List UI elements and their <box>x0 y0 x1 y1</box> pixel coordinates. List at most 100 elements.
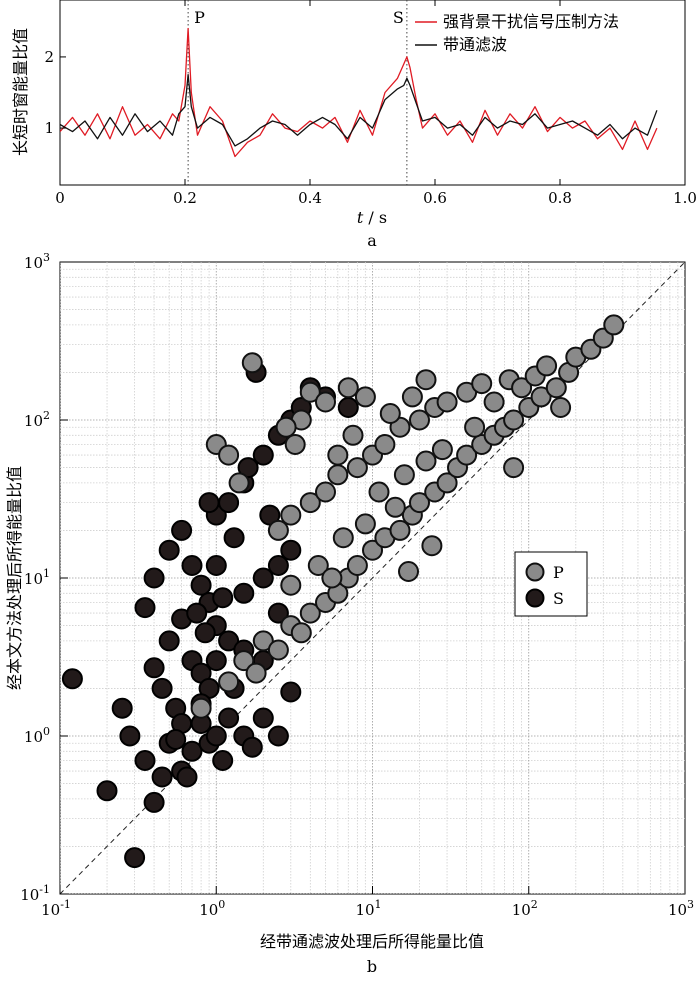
tick-exponent: 3 <box>43 251 50 264</box>
point-S <box>267 555 289 576</box>
point-P <box>401 386 423 408</box>
tick-base: 10 <box>24 570 43 588</box>
point-P <box>299 381 321 403</box>
panel-a-label: a <box>367 231 377 250</box>
point-P <box>299 602 321 624</box>
point-S <box>181 740 203 762</box>
point-P <box>511 377 533 399</box>
point-S <box>158 539 180 561</box>
point-P <box>471 373 493 395</box>
point-S <box>194 622 216 644</box>
panel-a-legend-label: 带通滤波 <box>443 35 507 54</box>
point-S <box>158 630 180 652</box>
point-S <box>205 725 227 747</box>
point-P <box>398 561 419 582</box>
point-P <box>252 630 274 652</box>
point-S <box>165 729 187 750</box>
tick-exponent: 2 <box>43 409 50 422</box>
point-P <box>530 386 552 408</box>
panel-b-x-tick-label: 10-1 <box>41 898 71 919</box>
point-P <box>332 527 354 549</box>
point-S <box>61 668 83 690</box>
panel-b-legend: PS <box>514 551 588 617</box>
marker-label-S: S <box>393 8 404 27</box>
point-P <box>299 492 321 514</box>
point-P <box>267 519 289 541</box>
point-S <box>134 750 156 771</box>
point-P <box>346 457 368 479</box>
point-P <box>354 386 376 408</box>
point-S <box>134 597 156 619</box>
point-S <box>218 492 240 514</box>
point-P <box>315 391 336 413</box>
point-S <box>143 657 165 679</box>
panel-a-x-axis-unit: / s <box>363 208 387 227</box>
point-S <box>181 555 203 576</box>
point-S <box>171 519 193 541</box>
tick-base: 10 <box>355 901 374 919</box>
point-P <box>228 472 250 494</box>
point-S <box>151 766 173 788</box>
point-S <box>124 847 146 869</box>
panel-b-legend-marker-P <box>525 562 545 582</box>
panel-a-legend-box <box>410 6 682 56</box>
panel-a-y-axis-label: 长短时窗能量比值 <box>11 28 30 156</box>
point-P <box>456 444 478 466</box>
panel-b-y-tick-label: 102 <box>24 409 50 430</box>
point-P <box>415 369 437 391</box>
point-P <box>337 377 359 399</box>
tick-exponent: 1 <box>43 567 50 580</box>
point-P <box>346 555 368 576</box>
tick-base: 10 <box>41 901 60 919</box>
panel-b-y-tick-label: 10-1 <box>20 883 50 904</box>
point-P <box>362 539 383 561</box>
point-S <box>218 707 240 729</box>
point-P <box>550 397 572 418</box>
point-P <box>245 662 267 684</box>
panel-b-y-tick-label: 103 <box>24 251 50 272</box>
panel-b-y-tick-label: 101 <box>24 567 50 588</box>
point-S <box>176 766 198 788</box>
point-S <box>237 457 259 479</box>
point-S <box>119 725 141 747</box>
point-P <box>307 555 329 576</box>
point-S <box>151 677 173 699</box>
panel-a-x-tick-label: 0.2 <box>173 189 197 207</box>
panel-b-label: b <box>367 957 377 976</box>
point-S <box>143 791 165 813</box>
point-P <box>321 567 343 589</box>
panel-a-x-tick-label: 0.6 <box>423 189 447 207</box>
point-S <box>186 602 208 624</box>
point-P <box>415 450 437 472</box>
point-S <box>190 574 212 596</box>
panel-a-series-bandpass <box>60 74 658 147</box>
panel-b-x-axis-label: 经带通滤波处理后所得能量比值 <box>260 932 484 951</box>
panel-a-legend-label: 强背景干扰信号压制方法 <box>443 12 619 31</box>
panel-a-series-suppression <box>60 27 658 158</box>
point-S <box>280 681 302 703</box>
point-P <box>379 403 401 424</box>
point-S <box>252 707 274 729</box>
point-S <box>252 567 274 589</box>
tick-base: 10 <box>20 886 39 904</box>
panel-b-x-tick-label: 100 <box>199 898 225 919</box>
tick-exponent: 2 <box>531 898 538 911</box>
point-S <box>212 750 234 771</box>
panel-a-x-axis-var: t <box>357 208 364 227</box>
point-S <box>212 587 234 609</box>
point-P <box>218 671 240 693</box>
point-P <box>409 492 430 514</box>
point-S <box>96 780 118 802</box>
panel-b-legend-label: P <box>553 563 564 582</box>
panel-b-x-tick-label: 101 <box>355 898 381 919</box>
panel-a-y-tick-label: 1 <box>44 119 54 137</box>
point-P <box>284 434 306 455</box>
panel-a-x-tick-label: 0 <box>55 189 65 207</box>
tick-base: 10 <box>24 412 43 430</box>
panel-b-y-axis-label: 经本文方法处理后所得能量比值 <box>5 466 24 690</box>
panel-b-x-tick-label: 103 <box>668 898 694 919</box>
tick-base: 10 <box>512 901 531 919</box>
